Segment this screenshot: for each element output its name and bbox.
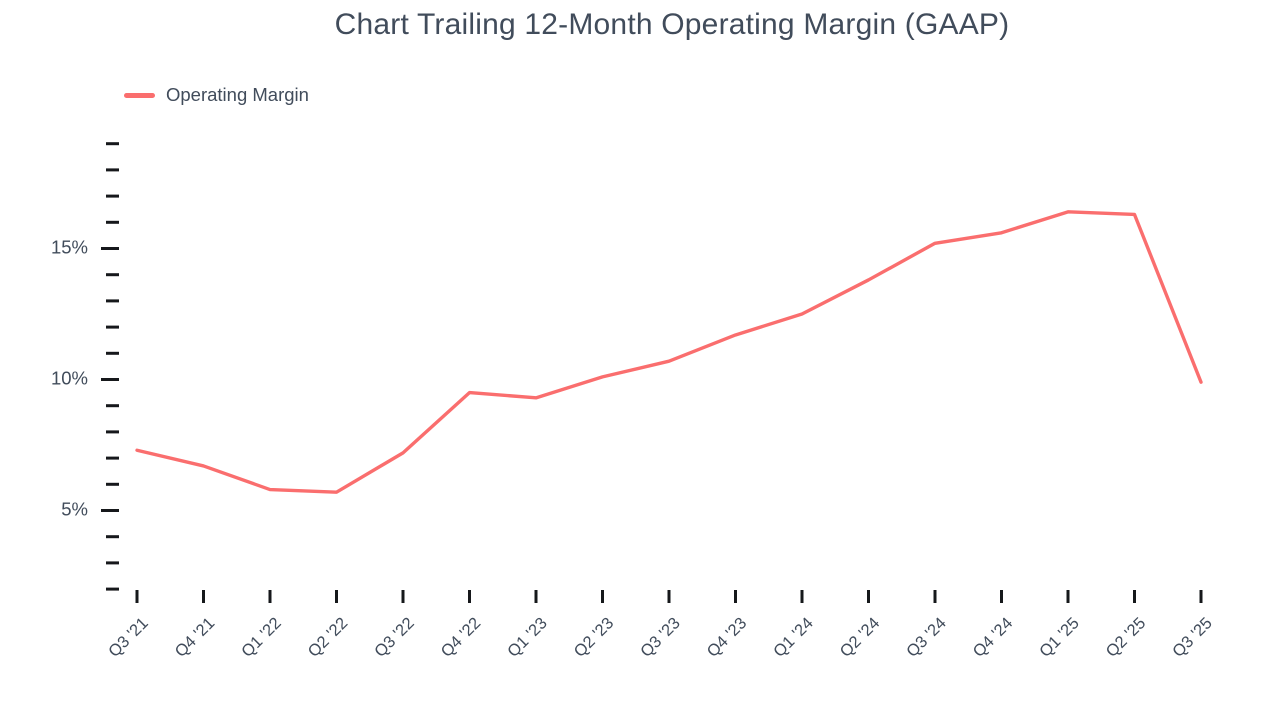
x-axis-label: Q2 '22 — [305, 614, 352, 661]
x-axis-label: Q4 '23 — [704, 614, 751, 661]
x-axis-label: Q1 '24 — [770, 614, 817, 661]
x-axis-label: Q3 '24 — [903, 614, 950, 661]
x-axis-label: Q2 '25 — [1103, 614, 1150, 661]
x-axis-label: Q3 '21 — [105, 614, 152, 661]
legend-label: Operating Margin — [166, 84, 309, 105]
legend-line-swatch — [124, 92, 155, 98]
x-axis-label: Q4 '21 — [172, 614, 219, 661]
chart-title: Chart Trailing 12-Month Operating Margin… — [334, 8, 1010, 41]
x-axis-label: Q1 '25 — [1036, 614, 1083, 661]
x-axis-label: Q4 '24 — [970, 614, 1017, 661]
y-axis-label: 5% — [61, 499, 88, 520]
legend: Operating Margin — [124, 84, 309, 106]
y-axis-label: 10% — [51, 368, 88, 389]
x-axis-label: Q1 '22 — [238, 614, 285, 661]
x-axis-label: Q2 '23 — [571, 614, 618, 661]
x-axis-label: Q3 '23 — [637, 614, 684, 661]
y-axis-label: 15% — [51, 237, 88, 258]
x-axis-label: Q1 '23 — [504, 614, 551, 661]
x-axis-label: Q2 '24 — [837, 614, 884, 661]
x-axis-label: Q4 '22 — [438, 614, 485, 661]
x-axis-label: Q3 '22 — [371, 614, 418, 661]
operating-margin-line — [135, 210, 1203, 494]
x-axis-label: Q3 '25 — [1169, 614, 1216, 661]
